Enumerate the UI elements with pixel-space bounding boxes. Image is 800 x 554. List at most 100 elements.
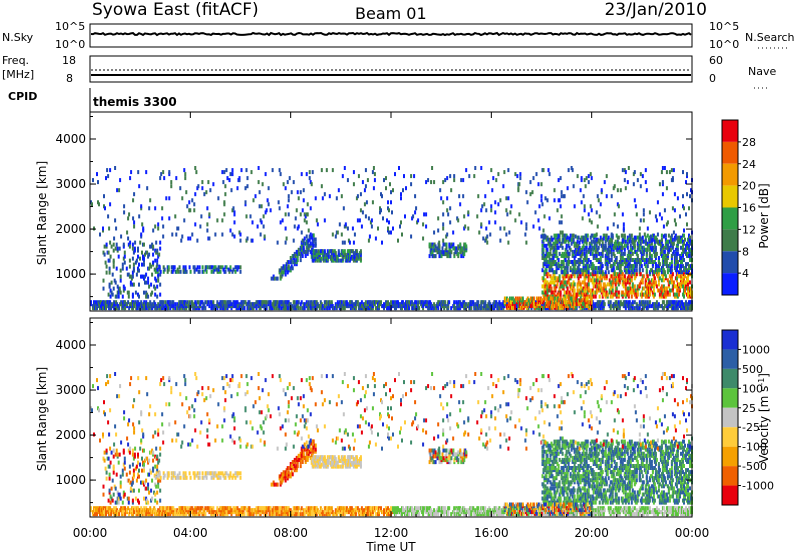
echo-cell bbox=[670, 268, 673, 273]
echo-cell bbox=[323, 249, 326, 254]
echo-cell bbox=[685, 284, 687, 289]
echo-cell bbox=[579, 188, 582, 193]
echo-cell bbox=[360, 300, 363, 305]
echo-cell bbox=[307, 238, 310, 243]
echo-cell bbox=[162, 300, 165, 305]
echo-cell bbox=[615, 292, 618, 297]
echo-cell bbox=[628, 280, 631, 285]
echo-cell bbox=[638, 226, 641, 231]
echo-cell bbox=[154, 286, 157, 291]
echo-cell bbox=[344, 256, 347, 261]
echo-cell bbox=[464, 224, 467, 229]
echo-cell bbox=[543, 262, 546, 267]
echo-cell bbox=[621, 272, 624, 277]
echo-cell bbox=[144, 274, 146, 279]
echo-cell bbox=[589, 251, 592, 256]
echo-cell bbox=[447, 212, 450, 217]
echo-cell bbox=[201, 186, 204, 191]
echo-cell bbox=[390, 190, 392, 195]
echo-cell bbox=[294, 254, 297, 258]
echo-cell bbox=[537, 218, 540, 223]
echo-cell bbox=[140, 300, 143, 305]
echo-cell bbox=[167, 512, 170, 517]
echo-cell bbox=[463, 252, 466, 257]
freq-tick-top: 18 bbox=[62, 54, 76, 67]
echo-cell bbox=[638, 268, 641, 273]
echo-cell bbox=[576, 288, 579, 293]
echo-cell bbox=[473, 174, 476, 179]
echo-cell bbox=[628, 237, 631, 242]
echo-cell bbox=[662, 300, 665, 305]
echo-cell bbox=[525, 226, 528, 231]
echo-cell bbox=[295, 262, 298, 267]
echo-cell bbox=[550, 235, 553, 240]
echo-cell bbox=[226, 176, 229, 181]
echo-cell bbox=[642, 218, 645, 223]
echo-cell bbox=[629, 243, 632, 248]
echo-cell bbox=[129, 176, 132, 181]
echo-cell bbox=[610, 194, 613, 199]
echo-cell bbox=[534, 210, 537, 215]
echo-cell bbox=[610, 251, 613, 256]
echo-cell bbox=[293, 262, 296, 267]
echo-cell bbox=[328, 194, 331, 199]
echo-cell bbox=[655, 218, 658, 223]
echo-cell bbox=[197, 300, 200, 305]
echo-cell bbox=[510, 204, 513, 209]
echo-cell bbox=[516, 174, 519, 179]
echo-cell bbox=[155, 240, 158, 245]
echo-cell bbox=[117, 294, 120, 299]
echo-cell bbox=[685, 262, 687, 267]
echo-cell bbox=[670, 233, 673, 238]
echo-cell bbox=[139, 256, 141, 261]
echo-cell bbox=[682, 280, 684, 285]
echo-cell bbox=[628, 300, 631, 305]
echo-cell bbox=[446, 208, 449, 213]
echo-cell bbox=[194, 166, 197, 170]
echo-cell bbox=[560, 220, 563, 225]
echo-cell bbox=[129, 280, 132, 285]
echo-cell bbox=[673, 237, 676, 242]
echo-cell bbox=[687, 290, 689, 295]
echo-cell bbox=[676, 302, 679, 307]
echo-cell bbox=[597, 198, 600, 203]
echo-cell bbox=[589, 172, 592, 177]
echo-cell bbox=[412, 214, 415, 219]
echo-cell bbox=[540, 182, 543, 187]
echo-cell bbox=[390, 200, 392, 205]
echo-cell bbox=[287, 194, 290, 199]
echo-cell bbox=[655, 264, 658, 269]
echo-cell bbox=[150, 264, 153, 269]
echo-cell bbox=[671, 206, 674, 211]
echo-cell bbox=[454, 250, 457, 255]
echo-cell bbox=[617, 204, 620, 209]
echo-cell bbox=[636, 253, 639, 258]
echo-cell bbox=[606, 237, 609, 242]
echo-cell bbox=[585, 306, 588, 311]
echo-cell bbox=[569, 286, 572, 291]
echo-cell bbox=[680, 245, 682, 250]
echo-cell bbox=[112, 264, 115, 269]
echo-cell bbox=[161, 206, 164, 211]
echo-cell bbox=[527, 298, 530, 303]
echo-cell bbox=[598, 251, 601, 256]
echo-cell bbox=[217, 196, 220, 201]
echo-cell bbox=[574, 234, 577, 239]
echo-cell bbox=[526, 200, 529, 205]
echo-cell bbox=[559, 292, 562, 297]
echo-cell bbox=[285, 266, 288, 271]
echo-cell bbox=[231, 168, 234, 173]
echo-cell bbox=[615, 300, 618, 305]
echo-cell bbox=[276, 240, 279, 245]
echo-cell bbox=[671, 176, 674, 181]
echo-cell bbox=[117, 254, 120, 259]
station-title: Syowa East (fitACF) bbox=[92, 0, 259, 20]
echo-cell bbox=[306, 202, 309, 207]
echo-cell bbox=[305, 172, 308, 177]
echo-cell bbox=[110, 244, 113, 249]
echo-cell bbox=[195, 170, 198, 175]
echo-cell bbox=[579, 274, 582, 279]
echo-cell bbox=[318, 304, 321, 309]
colorbar-swatch bbox=[722, 273, 738, 295]
echo-cell bbox=[615, 274, 618, 279]
